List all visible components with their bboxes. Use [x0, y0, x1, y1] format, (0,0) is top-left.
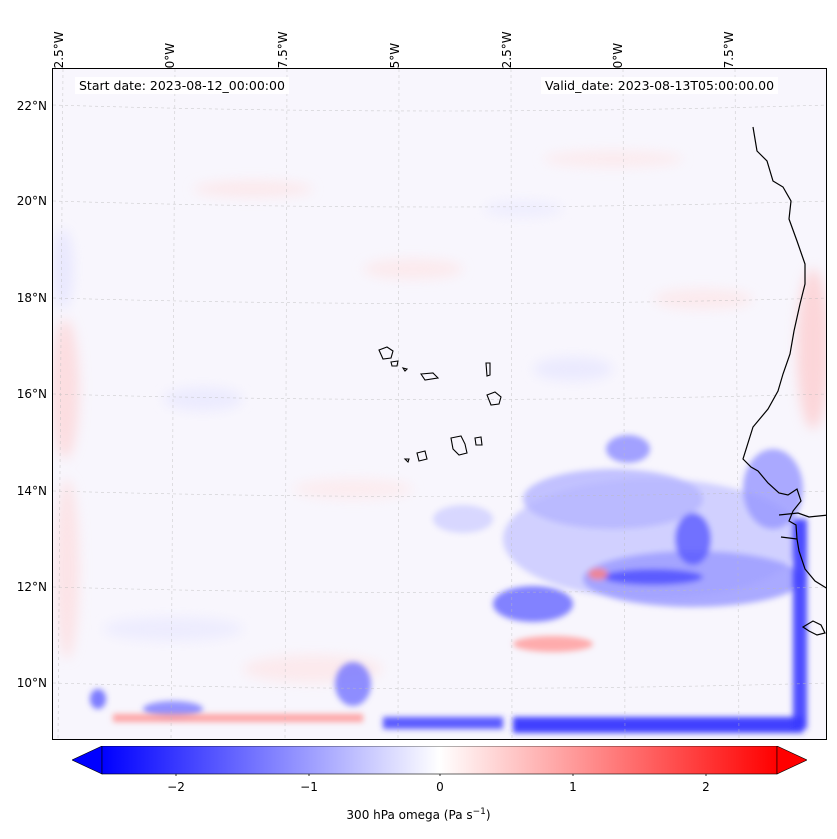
colorbar-gradient [101, 746, 778, 775]
lat-label-12n: 12°N [16, 580, 47, 594]
valid-date-label: Valid_date: 2023-08-13T05:00:00.00 [541, 77, 779, 94]
cape-verde-islands [378, 346, 502, 464]
graticule [53, 69, 826, 739]
colorbar-tick-2: 2 [702, 780, 710, 794]
map-panel [52, 68, 827, 740]
colorbar-label-sup: −1 [472, 807, 486, 817]
lat-label-20n: 20°N [16, 194, 47, 208]
convective-region [90, 435, 803, 717]
lat-label-16n: 16°N [16, 387, 47, 401]
colorbar-tick-0: 0 [436, 780, 444, 794]
lat-label-10n: 10°N [16, 676, 47, 690]
colorbar-tick-minus1: −1 [300, 780, 318, 794]
colorbar [72, 746, 807, 776]
lat-label-22n: 22°N [16, 99, 47, 113]
start-date-label: Start date: 2023-08-12_00:00:00 [75, 77, 289, 94]
colorbar-tick-1: 1 [569, 780, 577, 794]
africa-coastline [742, 126, 826, 636]
omega-field-map [53, 69, 826, 739]
colorbar-extend-low [72, 746, 103, 775]
boundary-band [113, 519, 807, 733]
lat-label-14n: 14°N [16, 484, 47, 498]
colorbar-tick-minus2: −2 [167, 780, 185, 794]
colorbar-extend-high [776, 746, 807, 775]
colorbar-label-text: 300 hPa omega (Pa s [346, 808, 473, 822]
lat-label-18n: 18°N [16, 291, 47, 305]
colorbar-label: 300 hPa omega (Pa s−1) [0, 807, 837, 822]
colorbar-label-tail: ) [485, 808, 491, 822]
